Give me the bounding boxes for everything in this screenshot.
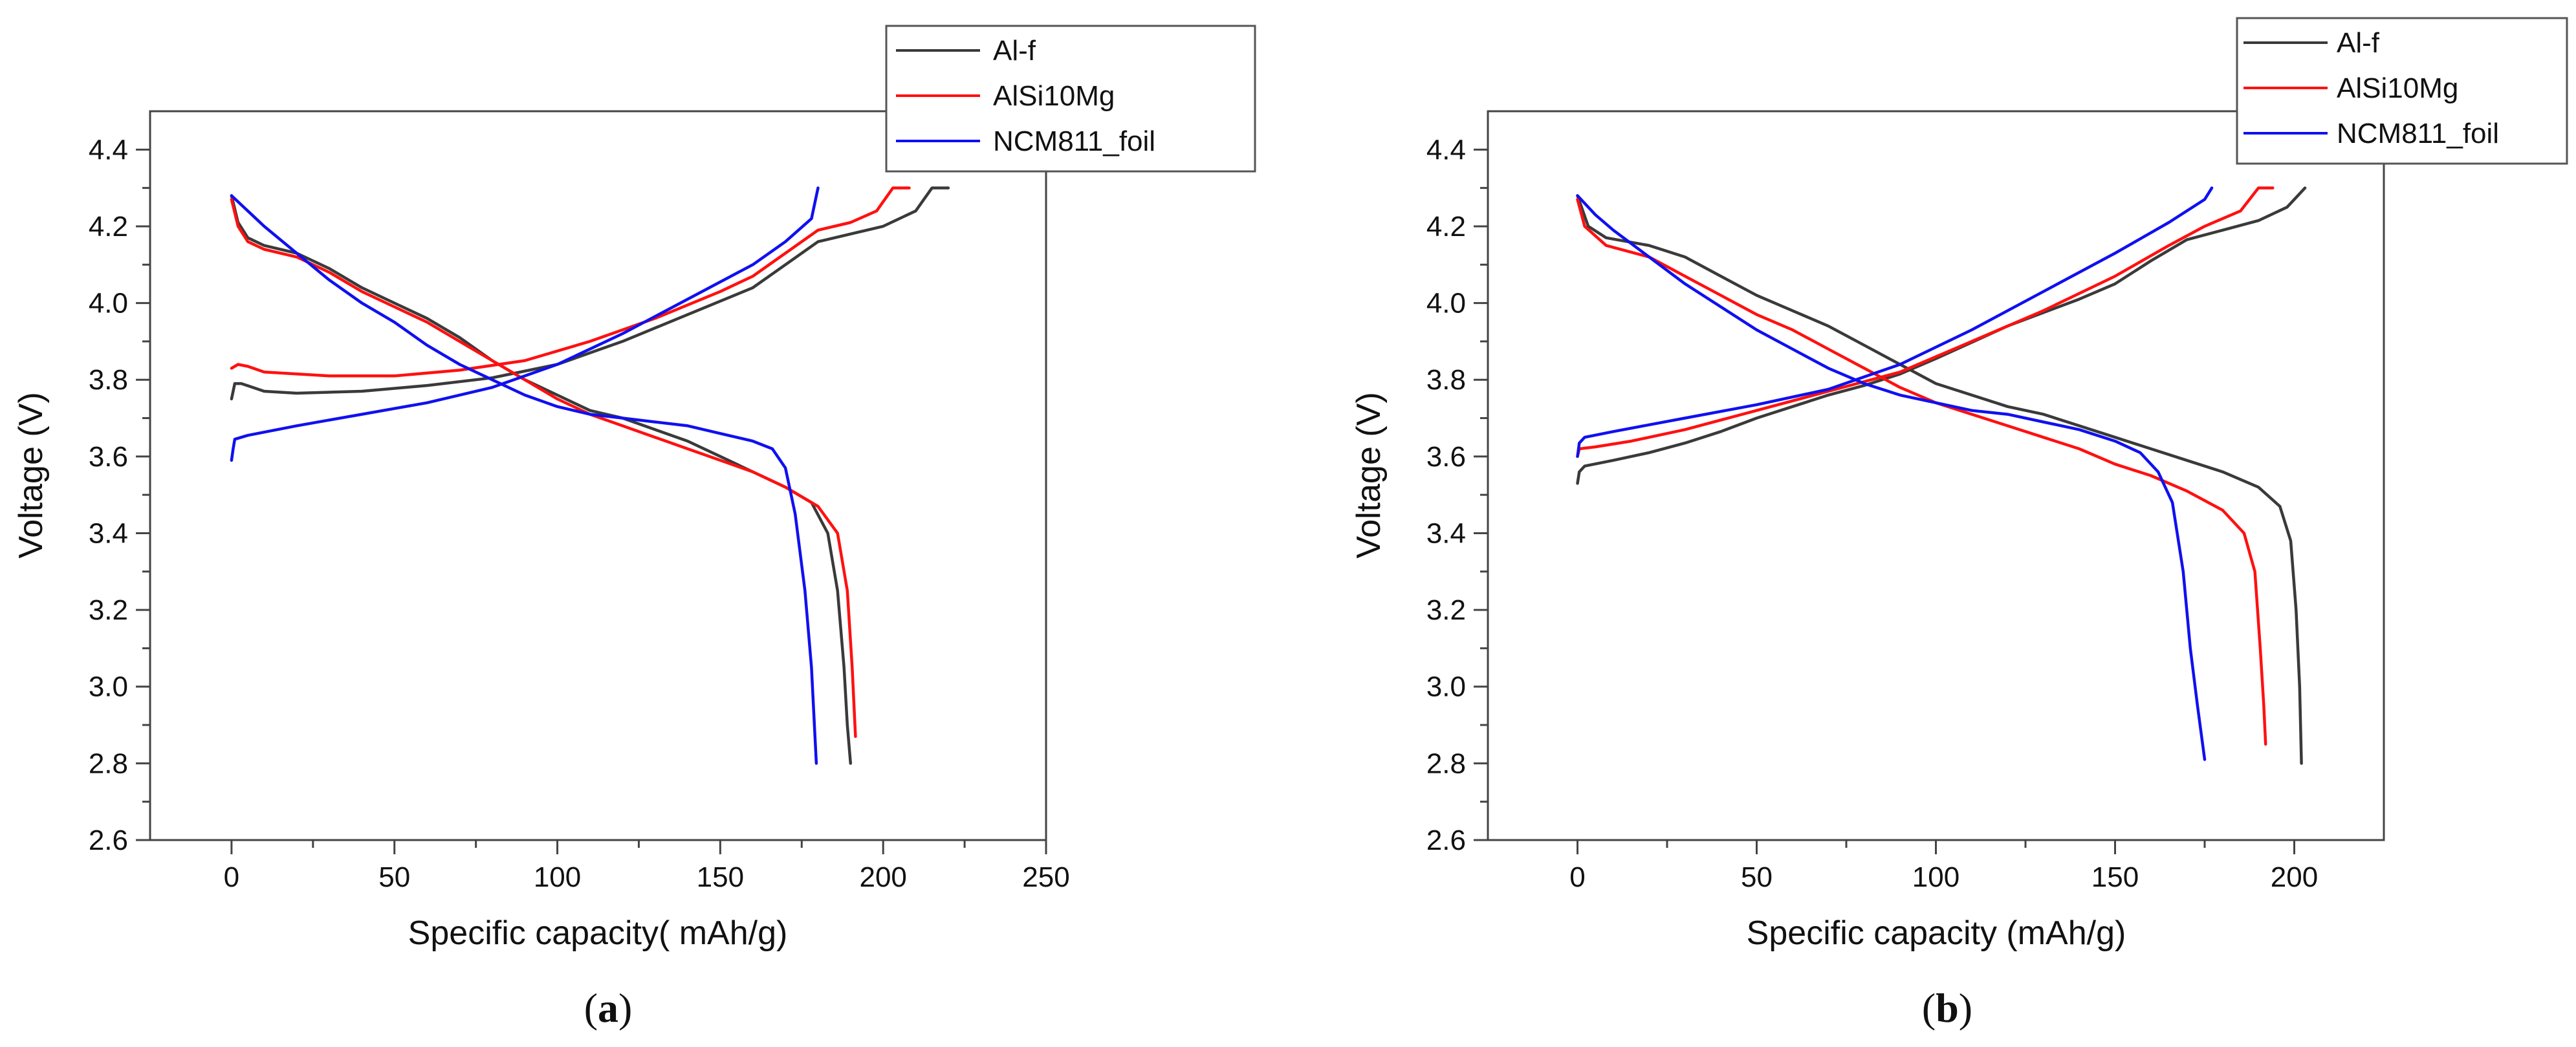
legend-entry-b-1: AlSi10Mg (2337, 72, 2458, 104)
x-tick-label-a-4: 200 (859, 861, 906, 893)
x-tick-label-b-2: 100 (1912, 861, 1959, 893)
y-axis-label-a: Voltage (V) (12, 392, 50, 558)
axes-b: 0 50 100 150 200 2.6 2.8 3.0 3.2 3.4 3.6 3.8 4.0 4.2 4… (1426, 134, 2318, 893)
y-tick-label-b-2: 3.0 (1426, 671, 1466, 703)
y-tick-label-a-5: 3.6 (89, 441, 128, 473)
y-tick-label-a-9: 4.4 (89, 134, 128, 166)
x-tick-label-b-1: 50 (1741, 861, 1773, 893)
chart-panel-a: 0 50 100 150 200 250 2.6 2.8 3.0 3.2 3.4 3.6 3.8 4.0 4… (12, 25, 1256, 1031)
y-tick-label-a-3: 3.2 (89, 594, 128, 626)
legend-entry-b-2: NCM811_foil (2337, 118, 2499, 149)
series-group-a (230, 186, 950, 765)
x-axis-label-b: Specific capacity (mAh/g) (1747, 914, 2126, 952)
plot-area-a (149, 110, 1047, 841)
plot-area-b (1487, 110, 2385, 841)
legend-entry-a-0: Al-f (993, 35, 1036, 67)
x-tick-label-a-1: 50 (378, 861, 410, 893)
x-tick-label-a-3: 150 (697, 861, 744, 893)
y-tick-label-a-8: 4.2 (89, 211, 128, 243)
series-line-a-0-charge (230, 186, 950, 401)
series-line-b-1-charge (1576, 186, 2275, 459)
series-line-b-0-charge (1576, 186, 2307, 485)
axes-a: 0 50 100 150 200 250 2.6 2.8 3.0 3.2 3.4 3.6 3.8 4.0 4… (89, 134, 1070, 893)
series-line-b-1-discharge (1576, 198, 2267, 746)
series-line-b-2-discharge (1576, 194, 2207, 761)
y-tick-label-b-3: 3.2 (1426, 594, 1466, 626)
series-line-a-1-charge (230, 186, 911, 378)
legend-entry-a-1: AlSi10Mg (993, 80, 1115, 112)
y-axis-label-b: Voltage (V) (1350, 392, 1388, 558)
y-tick-label-a-1: 2.8 (89, 748, 128, 779)
y-tick-label-b-5: 3.6 (1426, 441, 1466, 473)
x-tick-label-a-0: 0 (224, 861, 239, 893)
y-tick-label-a-4: 3.4 (89, 517, 128, 549)
y-tick-label-b-8: 4.2 (1426, 211, 1466, 243)
y-tick-label-a-6: 3.8 (89, 364, 128, 396)
series-line-b-2-charge (1576, 186, 2214, 459)
y-tick-label-b-4: 3.4 (1426, 517, 1466, 549)
legend-entry-a-2: NCM811_foil (993, 125, 1155, 157)
y-tick-label-b-0: 2.6 (1426, 825, 1466, 856)
x-tick-label-a-5: 250 (1022, 861, 1069, 893)
panel-label-b: (b) (1922, 985, 1972, 1031)
series-line-a-2-discharge (230, 194, 818, 765)
x-tick-label-b-0: 0 (1569, 861, 1585, 893)
x-axis-label-a: Specific capacity( mAh/g) (408, 914, 788, 952)
series-line-a-2-charge (230, 186, 820, 462)
legend-box-b (2236, 17, 2568, 165)
legend-a: Al-f AlSi10Mg NCM811_foil (885, 25, 1256, 173)
y-tick-label-b-7: 4.0 (1426, 288, 1466, 319)
series-line-b-0-discharge (1576, 194, 2303, 765)
x-tick-label-b-3: 150 (2091, 861, 2139, 893)
panel-label-a: (a) (584, 985, 633, 1031)
series-group-b (1576, 186, 2307, 765)
x-tick-label-b-4: 200 (2271, 861, 2318, 893)
legend-b: Al-f AlSi10Mg NCM811_foil (2236, 17, 2568, 165)
y-tick-label-b-1: 2.8 (1426, 748, 1466, 779)
series-line-a-0-discharge (230, 194, 853, 765)
x-tick-label-a-2: 100 (534, 861, 581, 893)
y-tick-label-a-7: 4.0 (89, 288, 128, 319)
chart-panel-b: 0 50 100 150 200 2.6 2.8 3.0 3.2 3.4 3.6 3.8 4.0 4.2 4… (1350, 17, 2568, 1031)
y-tick-label-a-2: 3.0 (89, 671, 128, 703)
y-tick-label-b-9: 4.4 (1426, 134, 1466, 166)
y-tick-label-b-6: 3.8 (1426, 364, 1466, 396)
series-line-a-1-discharge (230, 198, 857, 739)
legend-entry-b-0: Al-f (2337, 27, 2380, 59)
y-tick-label-a-0: 2.6 (89, 825, 128, 856)
